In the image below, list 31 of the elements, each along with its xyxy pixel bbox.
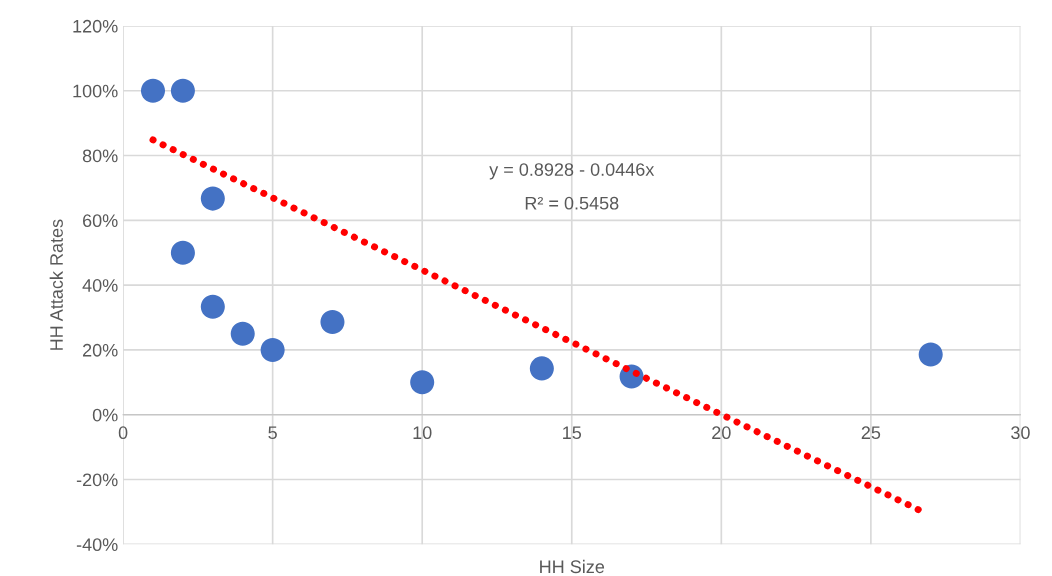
y-tick-label: 60% <box>83 214 118 228</box>
x-tick-label: 20 <box>712 426 731 440</box>
y-tick-label: -40% <box>76 538 118 552</box>
y-tick-label: 40% <box>82 279 118 292</box>
point <box>918 342 943 367</box>
y-tick-label: 80% <box>82 149 118 163</box>
point <box>200 294 225 319</box>
y-tick-label: 20% <box>82 343 118 357</box>
x-tick-label: 10 <box>413 426 432 440</box>
point <box>529 356 554 381</box>
annotation: R² = 0.5458 <box>525 196 619 210</box>
x-tick-label: 30 <box>1011 426 1030 440</box>
x-axis-title: HH Size <box>540 559 605 574</box>
point <box>200 186 225 211</box>
point <box>320 310 345 335</box>
x-tick-label: 5 <box>268 426 277 440</box>
x-tick-label: 25 <box>861 426 881 440</box>
y-tick-label: 100% <box>73 84 118 98</box>
y-tick-label: 120% <box>73 19 118 33</box>
y-tick-label: -20% <box>76 473 118 487</box>
point <box>170 240 195 265</box>
y-axis-title: HH Attack Rates <box>49 219 63 350</box>
point <box>170 78 195 103</box>
point <box>230 321 255 346</box>
x-tick-label: 15 <box>563 426 582 440</box>
point <box>410 370 435 395</box>
y-tick-label: 0% <box>92 408 118 422</box>
point <box>260 337 285 362</box>
x-tick-label: 0 <box>118 426 128 440</box>
annotation: y = 0.8928 - 0.0446x <box>489 163 655 180</box>
point <box>140 78 166 103</box>
